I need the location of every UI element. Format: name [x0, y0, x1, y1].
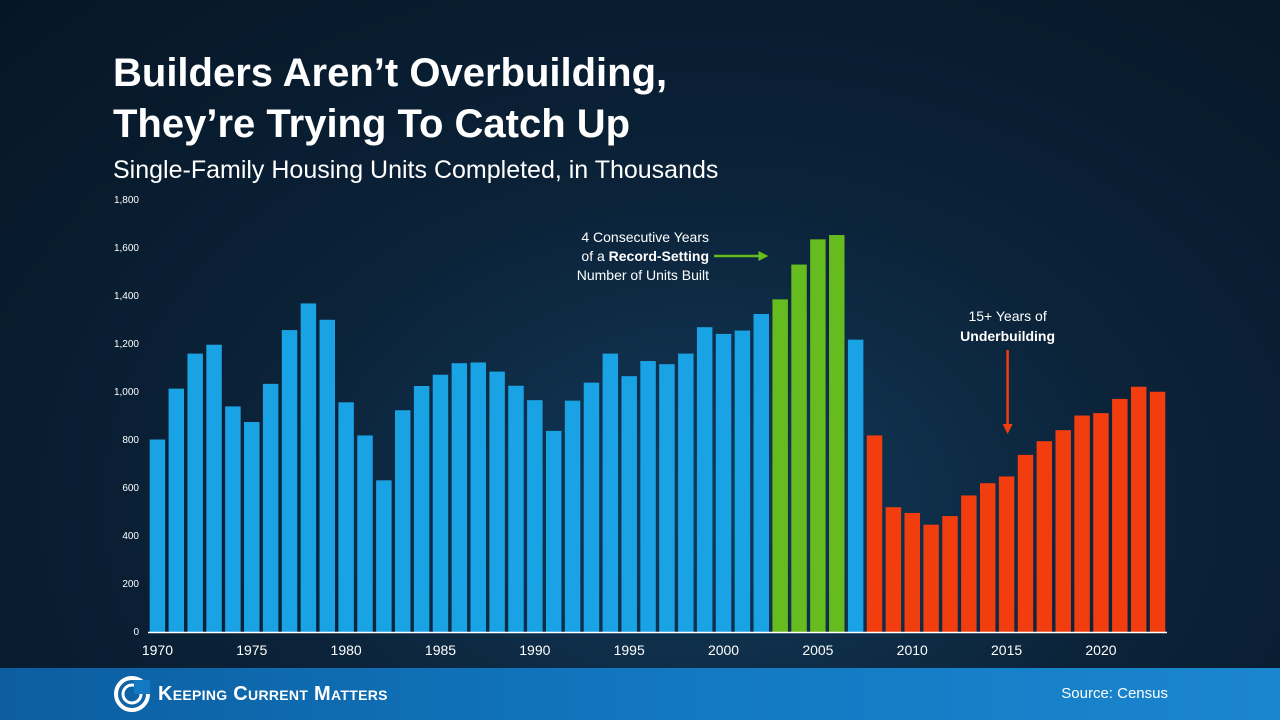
- brand-name: Keeping Current Matters: [158, 683, 388, 705]
- bar-1977: [281, 330, 298, 632]
- x-tick-label: 2010: [897, 642, 928, 658]
- bar-1999: [696, 327, 713, 632]
- bar-1995: [621, 376, 637, 632]
- bar-1974: [225, 406, 241, 632]
- y-tick-label: 400: [122, 531, 139, 542]
- bars: [149, 235, 1166, 633]
- y-tick-label: 1,800: [114, 195, 139, 206]
- bar-1986: [451, 363, 468, 632]
- x-tick-label: 2005: [802, 642, 833, 658]
- bar-2005: [810, 239, 826, 633]
- bar-2022: [1130, 386, 1147, 632]
- bar-1992: [564, 400, 581, 632]
- x-tick-label: 1970: [142, 642, 173, 658]
- brand-logo-icon: [114, 676, 150, 712]
- annotation-record-line2: of a Record-Setting: [581, 248, 709, 264]
- bar-1994: [602, 353, 619, 632]
- bar-1981: [357, 435, 373, 632]
- bar-1980: [338, 402, 354, 632]
- bar-1989: [508, 385, 524, 632]
- arrow-record-head-icon: [758, 251, 769, 261]
- bar-1987: [470, 362, 486, 632]
- annotation-underbuilding-line1: 15+ Years of: [968, 308, 1046, 324]
- title-line-2: They’re Trying To Catch Up: [113, 102, 631, 146]
- bar-2017: [1036, 441, 1053, 632]
- x-tick-label: 1990: [519, 642, 550, 658]
- bar-2002: [753, 314, 770, 632]
- bar-1971: [168, 388, 185, 632]
- annotation-underbuilding-line2: Underbuilding: [960, 328, 1055, 344]
- bar-2020: [1093, 413, 1109, 632]
- x-tick-label: 2000: [708, 642, 739, 658]
- bar-2012: [942, 516, 958, 632]
- bar-1983: [395, 410, 411, 632]
- bar-1997: [659, 364, 675, 632]
- x-tick-label: 1995: [614, 642, 645, 658]
- bar-1978: [300, 303, 317, 632]
- x-tick-label: 1975: [236, 642, 267, 658]
- bar-1990: [527, 400, 543, 632]
- annotations: 4 Consecutive Years of a Record-Setting Nu…: [577, 229, 1055, 434]
- bar-1993: [583, 382, 600, 632]
- arrow-underbuilding-head-icon: [1002, 424, 1013, 434]
- bar-chart: 0 200 400 600 800 1,000 1,200 1,400 1,600 1,800 1…: [114, 195, 1166, 658]
- bar-1998: [678, 353, 694, 632]
- bar-1985: [432, 374, 449, 632]
- bar-1979: [319, 319, 335, 632]
- x-tick-label: 2015: [991, 642, 1022, 658]
- annotation-record-line1: 4 Consecutive Years: [581, 229, 709, 245]
- y-tick-label: 1,200: [114, 339, 139, 350]
- x-tick-label: 1985: [425, 642, 456, 658]
- bar-2015: [998, 476, 1015, 632]
- y-tick-label: 200: [122, 579, 139, 590]
- bar-2010: [904, 512, 920, 632]
- annotation-record-line3: Number of Units Built: [577, 267, 709, 283]
- bar-2014: [979, 483, 996, 632]
- bar-2021: [1112, 398, 1128, 632]
- bar-2006: [829, 235, 845, 633]
- bar-2008: [866, 435, 883, 632]
- y-tick-label: 1,400: [114, 291, 139, 302]
- x-tick-label: 2020: [1085, 642, 1116, 658]
- bar-1982: [376, 480, 392, 632]
- bar-2009: [885, 507, 902, 632]
- bar-1972: [187, 353, 203, 632]
- y-tick-label: 800: [122, 435, 139, 446]
- bar-2011: [923, 524, 939, 632]
- bar-2000: [715, 333, 732, 632]
- bar-2013: [961, 495, 977, 632]
- bar-2001: [734, 330, 751, 632]
- bar-2019: [1074, 415, 1090, 632]
- title-line-1: Builders Aren’t Overbuilding,: [113, 51, 668, 95]
- y-tick-label: 1,600: [114, 243, 139, 254]
- bar-1976: [262, 383, 279, 632]
- footer-bar: Keeping Current Matters Source: Census: [0, 668, 1280, 720]
- chart-subtitle: Single-Family Housing Units Completed, i…: [113, 156, 719, 184]
- bar-1970: [149, 439, 166, 632]
- x-axis: 1970 1975 1980 1985 1990 1995 2000 2005 2010 2015…: [142, 642, 1117, 658]
- x-tick-label: 1980: [331, 642, 362, 658]
- y-tick-label: 0: [133, 627, 139, 638]
- bar-1973: [206, 344, 222, 632]
- bar-2016: [1017, 454, 1034, 632]
- bar-1975: [244, 422, 260, 632]
- source-label: Source: Census: [1061, 685, 1168, 702]
- bar-1991: [545, 430, 562, 632]
- bar-1988: [489, 371, 505, 632]
- bar-2007: [847, 339, 864, 632]
- bar-2023: [1149, 391, 1166, 632]
- bar-1984: [413, 386, 430, 632]
- bar-2003: [772, 299, 788, 632]
- chart-title: Builders Aren’t Overbuilding, They’re Tr…: [113, 48, 667, 150]
- bar-2018: [1055, 430, 1071, 632]
- y-axis: 0 200 400 600 800 1,000 1,200 1,400 1,600 1,800: [114, 195, 139, 638]
- y-tick-label: 600: [122, 483, 139, 494]
- bar-2004: [791, 264, 807, 632]
- bar-1996: [640, 361, 656, 632]
- y-tick-label: 1,000: [114, 387, 139, 398]
